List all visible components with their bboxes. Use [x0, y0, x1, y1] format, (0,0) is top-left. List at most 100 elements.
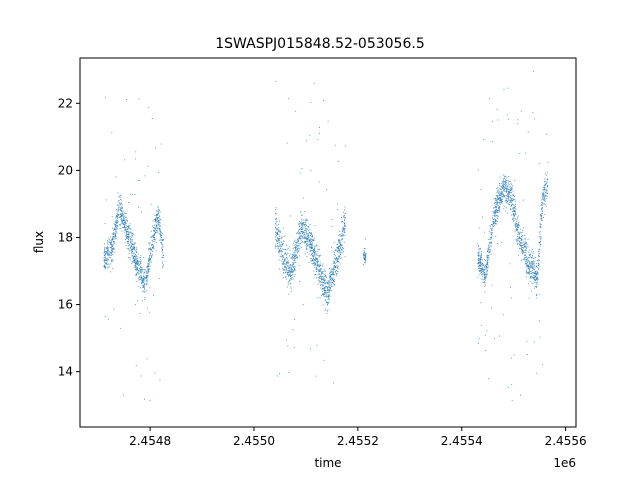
data-point [154, 228, 156, 230]
data-point [544, 190, 546, 192]
data-point [510, 214, 512, 216]
data-point [320, 265, 322, 267]
data-point [306, 238, 308, 240]
data-point [136, 260, 138, 262]
data-point [328, 286, 329, 288]
data-point [344, 234, 346, 236]
data-point [515, 206, 517, 207]
data-point [497, 210, 499, 211]
data-point [283, 261, 285, 263]
data-point [305, 218, 307, 220]
data-point [310, 235, 311, 236]
data-point [318, 272, 320, 274]
data-point [106, 262, 108, 264]
data-point [139, 262, 141, 264]
data-point [110, 257, 112, 259]
data-point [516, 227, 518, 229]
data-point [514, 223, 516, 225]
data-point [494, 225, 496, 227]
data-point [104, 248, 106, 250]
data-point [486, 259, 488, 261]
data-point [536, 260, 538, 261]
data-point [336, 251, 338, 252]
data-point [280, 247, 282, 249]
data-point [333, 268, 334, 270]
data-point [286, 270, 288, 272]
data-point [147, 265, 149, 267]
data-point [344, 225, 345, 227]
data-point [285, 269, 287, 271]
data-point [103, 243, 105, 245]
data-point [493, 198, 495, 200]
data-point [133, 256, 135, 258]
data-point [341, 217, 342, 218]
data-point [275, 218, 277, 219]
data-point [289, 265, 291, 267]
data-point [310, 247, 312, 249]
data-point [517, 119, 519, 121]
data-point [149, 247, 151, 249]
data-point [340, 247, 341, 249]
data-point [113, 235, 115, 237]
data-point [312, 239, 314, 241]
data-point [486, 270, 488, 272]
data-point [116, 215, 117, 217]
data-point [533, 269, 535, 270]
data-point [155, 217, 156, 219]
data-point [107, 259, 109, 260]
data-point [280, 230, 282, 232]
data-point [126, 233, 128, 235]
data-point [158, 222, 159, 224]
data-point [514, 212, 516, 214]
data-point [131, 237, 133, 238]
data-point [532, 264, 534, 266]
data-point [287, 260, 289, 262]
data-point [293, 271, 295, 273]
data-point [157, 214, 159, 215]
data-point [519, 248, 520, 249]
data-point [525, 243, 527, 245]
data-point [108, 267, 110, 269]
data-point [481, 255, 482, 257]
data-point [479, 264, 481, 265]
data-point [276, 224, 278, 226]
data-point [522, 252, 524, 254]
data-point [310, 246, 312, 248]
data-point [504, 184, 506, 185]
data-point [325, 275, 326, 276]
data-point [119, 202, 120, 204]
data-point [493, 221, 495, 223]
data-point [314, 237, 315, 239]
data-point [304, 230, 306, 231]
data-point [105, 256, 106, 258]
data-point [545, 192, 547, 193]
data-point [479, 254, 481, 256]
data-point [484, 273, 486, 275]
data-point [527, 271, 529, 273]
data-point [306, 237, 308, 239]
data-point [338, 260, 339, 262]
data-point [344, 228, 346, 230]
data-point [537, 262, 539, 264]
data-point [538, 265, 540, 267]
data-point [105, 199, 107, 201]
data-point [505, 195, 507, 197]
data-point [338, 258, 340, 260]
data-point [341, 249, 343, 251]
data-point [294, 266, 296, 267]
data-point [483, 272, 485, 273]
data-point [505, 182, 507, 183]
data-point [108, 266, 110, 267]
data-point [327, 289, 329, 291]
data-point [275, 231, 277, 233]
data-point [148, 271, 149, 273]
data-point [344, 219, 346, 221]
data-point [129, 248, 131, 250]
data-point [287, 248, 289, 250]
data-point [334, 261, 336, 263]
data-point [283, 248, 285, 250]
data-point [138, 179, 139, 181]
data-point [533, 263, 535, 265]
data-point [343, 222, 345, 223]
data-point [339, 235, 341, 237]
